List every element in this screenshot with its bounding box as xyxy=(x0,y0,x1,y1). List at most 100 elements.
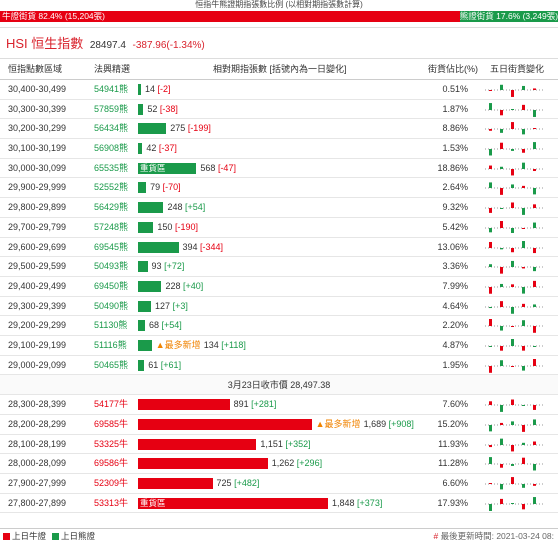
contracts-value: 228 [+40] xyxy=(165,277,203,297)
warrant-code-link[interactable]: 54177牛 xyxy=(94,399,129,410)
index-range: 29,700-29,799 xyxy=(8,221,67,232)
warrant-code-link[interactable]: 69450熊 xyxy=(94,280,129,291)
contracts-number: 1,848 xyxy=(332,497,355,508)
table-row[interactable]: 29,400-29,499 69450熊 228 [+40] 7.99% xyxy=(0,277,558,297)
table-row[interactable]: 30,000-30,099 65535熊 重貨區 568 [-47] 18.86% xyxy=(0,159,558,179)
contracts-bar-area: 1,262 [+296] xyxy=(138,454,428,473)
warrant-code-link[interactable]: 50493熊 xyxy=(94,261,129,272)
warrant-code-link[interactable]: 53325牛 xyxy=(94,438,129,449)
col-trend: 五日街貨變化 xyxy=(490,64,545,74)
index-range: 29,200-29,299 xyxy=(8,320,67,331)
outstanding-pct: 7.99% xyxy=(442,280,468,291)
warrant-code-link[interactable]: 54941熊 xyxy=(94,84,129,94)
five-day-trend-icon xyxy=(485,358,543,373)
heavy-zone-label: 重貨區 xyxy=(140,162,166,173)
outstanding-pct: 3.36% xyxy=(442,261,468,272)
daily-change: [+118] xyxy=(221,339,246,350)
daily-change: [-70] xyxy=(162,182,181,193)
warrant-code-link[interactable]: 56429熊 xyxy=(94,202,129,213)
outstanding-pct: 15.20% xyxy=(437,419,468,429)
contracts-bar-area: ▲最多新增 1,689 [+908] xyxy=(138,415,428,434)
daily-change: [-38] xyxy=(159,103,178,114)
last-updated-text: 最後更新時間: 2021-03-24 08: xyxy=(440,531,554,541)
five-day-trend xyxy=(483,475,553,492)
warrant-code-link[interactable]: 56434熊 xyxy=(94,123,129,134)
table-row[interactable]: 29,100-29,199 51116熊 ▲最多新增 134 [+118] 4.87% xyxy=(0,336,558,356)
table-row[interactable]: 29,300-29,399 50490熊 127 [+3] 4.64% xyxy=(0,297,558,317)
five-day-trend xyxy=(483,396,553,413)
table-row[interactable]: 27,900-27,999 52309牛 725 [+482] 6.60% xyxy=(0,474,558,494)
table-row[interactable]: 29,200-29,299 51130熊 68 [+54] 2.20% xyxy=(0,316,558,336)
contracts-bar-area: 重貨區 1,848 [+373] xyxy=(138,494,428,513)
warrant-code-link[interactable]: 57859熊 xyxy=(94,103,129,114)
table-row[interactable]: 29,900-29,999 52552熊 79 [-70] 2.64% xyxy=(0,178,558,199)
contracts-bar xyxy=(138,123,167,135)
contracts-bar xyxy=(138,438,257,450)
daily-change: [+908] xyxy=(388,419,414,429)
contracts-number: 248 xyxy=(167,202,183,213)
index-range: 30,100-30,199 xyxy=(8,143,67,154)
warrant-code-link[interactable]: 50490熊 xyxy=(94,300,129,311)
table-row[interactable]: 28,000-28,099 69586牛 1,262 [+296] 11.28% xyxy=(0,454,558,475)
table-row[interactable]: 30,300-30,399 57859熊 52 [-38] 1.87% xyxy=(0,100,558,120)
contracts-number: 93 xyxy=(151,261,162,272)
most-added-tag: ▲最多新增 xyxy=(315,419,361,429)
daily-change: [-344] xyxy=(200,241,224,252)
contracts-bar-area: 127 [+3] xyxy=(138,297,428,316)
contracts-value: 891 [+281] xyxy=(234,395,277,415)
table-row[interactable]: 28,100-28,199 53325牛 1,151 [+352] 11.93% xyxy=(0,435,558,455)
index-range: 28,200-28,299 xyxy=(8,419,67,429)
table-row[interactable]: 29,000-29,099 50465熊 61 [+61] 1.95% xyxy=(0,356,558,376)
bull-bear-ratio-bar: 牛證街貨 82.4% (15,204張) 熊證街貨 17.6% (3,249張) xyxy=(0,11,558,22)
table-row[interactable]: 29,800-29,899 56429熊 248 [+54] 9.32% xyxy=(0,198,558,218)
five-day-trend-icon xyxy=(485,261,543,274)
contracts-number: 394 xyxy=(182,241,198,252)
daily-change: [+54] xyxy=(161,320,182,331)
update-mark: # xyxy=(433,531,439,541)
index-range: 29,800-29,899 xyxy=(8,202,67,213)
five-day-trend xyxy=(483,219,553,236)
five-day-trend-icon xyxy=(485,122,543,135)
warrant-code-link[interactable]: 52309牛 xyxy=(94,478,129,489)
table-row[interactable]: 28,300-28,399 54177牛 891 [+281] 7.60% xyxy=(0,395,558,415)
col-contracts: 相對期指張數 [括號內為一日變化] xyxy=(213,64,347,74)
table-row[interactable]: 30,100-30,199 56908熊 42 [-37] 1.53% xyxy=(0,139,558,159)
contracts-number: 127 xyxy=(155,300,171,311)
index-value: 28497.4 xyxy=(89,40,126,51)
table-row[interactable]: 29,700-29,799 57248熊 150 [-190] 5.42% xyxy=(0,218,558,238)
contracts-bar: 重貨區 xyxy=(138,497,328,509)
outstanding-pct: 5.42% xyxy=(442,221,468,232)
five-day-trend xyxy=(483,160,553,177)
ratio-caption: 恒指牛熊證期指張數比例 (以相對期指張數計算) xyxy=(195,0,363,9)
table-row[interactable]: 27,800-27,899 53313牛 重貨區 1,848 [+373] 17.93% xyxy=(0,494,558,514)
outstanding-pct: 0.51% xyxy=(442,84,468,94)
daily-change: [+296] xyxy=(296,458,323,469)
table-row[interactable]: 30,400-30,499 54941熊 14 [-2] 0.51% xyxy=(0,80,558,100)
table-row[interactable]: 30,200-30,299 56434熊 275 [-199] 8.86% xyxy=(0,119,558,140)
warrant-code-link[interactable]: 69586牛 xyxy=(94,458,129,469)
contracts-table: 30,400-30,499 54941熊 14 [-2] 0.51% 30,300-30… xyxy=(0,80,558,514)
warrant-code-link[interactable]: 52552熊 xyxy=(94,182,129,193)
warrant-code-link[interactable]: 57248熊 xyxy=(94,221,129,232)
warrant-code-link[interactable]: 53313牛 xyxy=(94,497,129,508)
warrant-code-link[interactable]: 65535熊 xyxy=(94,162,129,173)
daily-change: [-199] xyxy=(187,123,211,134)
contracts-bar-area: 93 [+72] xyxy=(138,257,428,276)
contracts-value: 68 [+54] xyxy=(149,316,182,336)
contracts-bar xyxy=(138,84,141,95)
index-range: 27,900-27,999 xyxy=(8,478,67,489)
table-row[interactable]: 29,600-29,699 69545熊 394 [-344] 13.06% xyxy=(0,238,558,258)
warrant-code-link[interactable]: 51130熊 xyxy=(94,320,128,331)
warrant-code-link[interactable]: 50465熊 xyxy=(94,359,129,370)
bull-swatch-icon xyxy=(3,533,10,541)
contracts-value: 248 [+54] xyxy=(167,198,205,218)
warrant-code-link[interactable]: 56908熊 xyxy=(94,143,129,154)
warrant-code-link[interactable]: 51116熊 xyxy=(94,339,127,350)
warrant-code-link[interactable]: 69545熊 xyxy=(94,241,129,252)
warrant-code-link[interactable]: 69585牛 xyxy=(94,419,129,429)
contracts-value: 52 [-38] xyxy=(147,100,178,120)
outstanding-pct: 2.64% xyxy=(442,182,468,193)
table-row[interactable]: 28,200-28,299 69585牛 ▲最多新增 1,689 [+908] 15.2… xyxy=(0,415,558,435)
table-row[interactable]: 29,500-29,599 50493熊 93 [+72] 3.36% xyxy=(0,257,558,277)
daily-change: [-37] xyxy=(158,143,177,154)
